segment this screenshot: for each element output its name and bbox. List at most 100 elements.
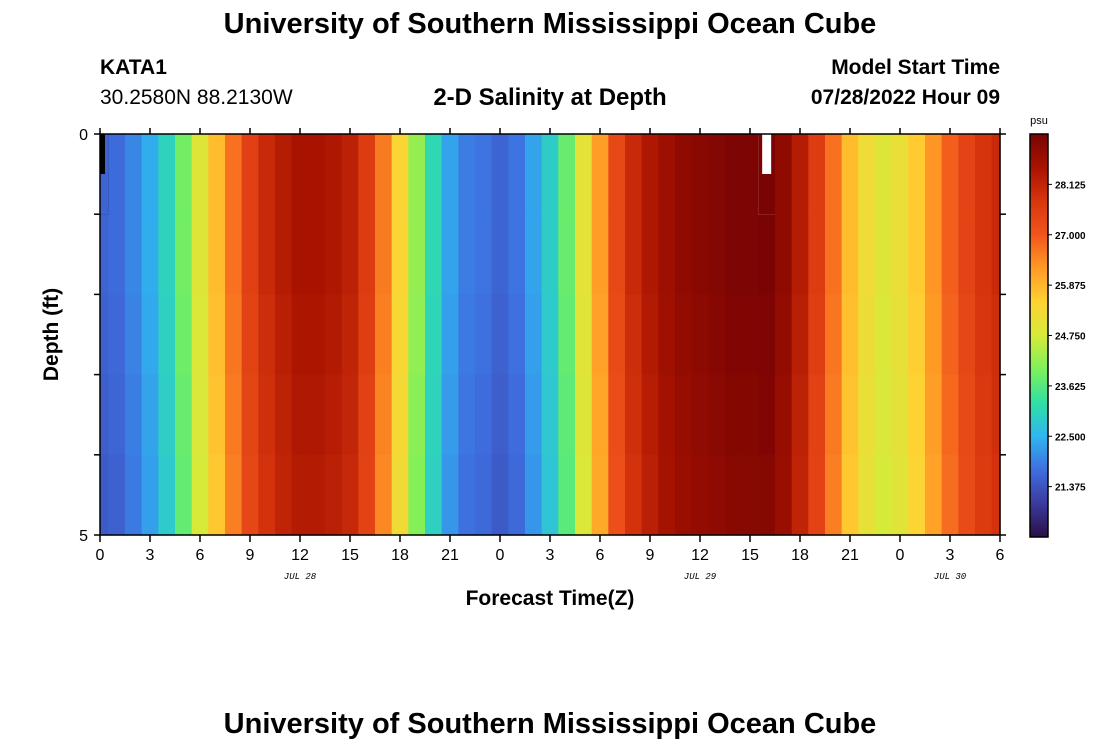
heatmap-cell	[258, 214, 276, 295]
heatmap-cell	[308, 294, 326, 376]
heatmap-cell	[675, 214, 693, 295]
heatmap-cell	[591, 294, 609, 376]
heatmap-cell	[708, 134, 726, 215]
heatmap-cell	[875, 134, 893, 215]
heatmap-cell	[558, 454, 576, 536]
heatmap-cell	[975, 134, 993, 215]
heatmap-cell	[458, 454, 476, 536]
heatmap-cell	[641, 374, 659, 456]
heatmap-cell	[208, 294, 226, 376]
heatmap-cell	[325, 454, 343, 536]
heatmap-cell	[191, 294, 209, 376]
heatmap-cell	[341, 454, 359, 536]
heatmap-cell	[158, 134, 176, 215]
heatmap-cell	[458, 134, 476, 215]
heatmap-cell	[391, 454, 409, 536]
heatmap-cell	[991, 454, 1001, 536]
heatmap-cell	[891, 214, 909, 295]
x-tick-label: 18	[791, 547, 809, 564]
heatmap-cell	[108, 374, 126, 456]
heatmap-cell	[808, 134, 826, 215]
heatmap-cell	[541, 374, 559, 456]
heatmap-cell	[425, 454, 443, 536]
heatmap-cell	[691, 134, 709, 215]
heatmap-cell	[608, 214, 626, 295]
x-tick-label: 6	[196, 547, 205, 564]
colorbar-tick-label: 23.625	[1055, 382, 1086, 393]
x-tick-label: 9	[646, 547, 655, 564]
heatmap-cell	[541, 294, 559, 376]
heatmap-cell	[775, 134, 793, 215]
heatmap-cell	[791, 374, 809, 456]
heatmap-cell	[291, 134, 309, 215]
heatmap-cell	[925, 374, 943, 456]
heatmap-cell	[741, 214, 759, 295]
heatmap-cell	[908, 374, 926, 456]
heatmap-cell	[275, 374, 293, 456]
heatmap-cell	[725, 134, 743, 215]
heatmap-cell	[925, 454, 943, 536]
heatmap-cell	[225, 294, 243, 376]
heatmap-cell	[358, 454, 376, 536]
heatmap-cell	[441, 454, 459, 536]
heatmap-cell	[375, 454, 393, 536]
heatmap-cell	[491, 294, 509, 376]
heatmap-cell	[408, 454, 426, 536]
heatmap-cell	[725, 214, 743, 295]
heatmap-cell	[741, 294, 759, 376]
heatmap-cell	[508, 374, 526, 456]
heatmap-cell	[425, 374, 443, 456]
heatmap-cell	[625, 294, 643, 376]
heatmap-cell	[825, 374, 843, 456]
heatmap-cell	[441, 214, 459, 295]
x-tick-label: 21	[441, 547, 459, 564]
heatmap-cell	[858, 134, 876, 215]
date-label: JUL 29	[684, 572, 717, 582]
colorbar-tick-label: 22.500	[1055, 432, 1086, 443]
heatmap-cell	[191, 454, 209, 536]
heatmap-cell	[725, 374, 743, 456]
heatmap-cell	[258, 134, 276, 215]
heatmap-cell	[641, 214, 659, 295]
heatmap-cell	[291, 214, 309, 295]
heatmap-cell	[100, 134, 109, 215]
heatmap-cell	[941, 214, 959, 295]
heatmap-cell	[608, 134, 626, 215]
heatmap-cell	[758, 214, 776, 295]
heatmap-cell	[825, 454, 843, 536]
heatmap-cell	[408, 134, 426, 215]
heatmap-cell	[341, 374, 359, 456]
heatmap-cell	[225, 454, 243, 536]
heatmap-cell	[291, 374, 309, 456]
heatmap-cell	[141, 214, 159, 295]
heatmap-cell	[691, 294, 709, 376]
heatmap-cell	[375, 214, 393, 295]
heatmap-cell	[275, 214, 293, 295]
heatmap-cell	[808, 454, 826, 536]
heatmap-cell	[491, 134, 509, 215]
heatmap-cell	[191, 374, 209, 456]
heatmap-cell	[875, 294, 893, 376]
colorbar-tick-label: 27.000	[1055, 231, 1086, 242]
heatmap-cell	[941, 134, 959, 215]
heatmap-cell	[841, 294, 859, 376]
heatmap-cell	[125, 294, 143, 376]
heatmap-cell	[908, 134, 926, 215]
heatmap-cell	[775, 294, 793, 376]
heatmap-cell	[175, 294, 193, 376]
x-tick-label: 9	[246, 547, 255, 564]
heatmap-cell	[491, 374, 509, 456]
heatmap-cell	[891, 374, 909, 456]
station-coordinates: 30.2580N 88.2130W	[100, 86, 293, 109]
heatmap-cell	[558, 134, 576, 215]
heatmap-cell	[875, 214, 893, 295]
heatmap-cell	[475, 214, 493, 295]
heatmap-cell	[308, 454, 326, 536]
heatmap-cell	[858, 294, 876, 376]
heatmap-cell	[175, 454, 193, 536]
heatmap-cell	[591, 374, 609, 456]
page-title: University of Southern Mississippi Ocean…	[223, 8, 877, 40]
heatmap-cell	[291, 294, 309, 376]
heatmap-cell	[758, 294, 776, 376]
